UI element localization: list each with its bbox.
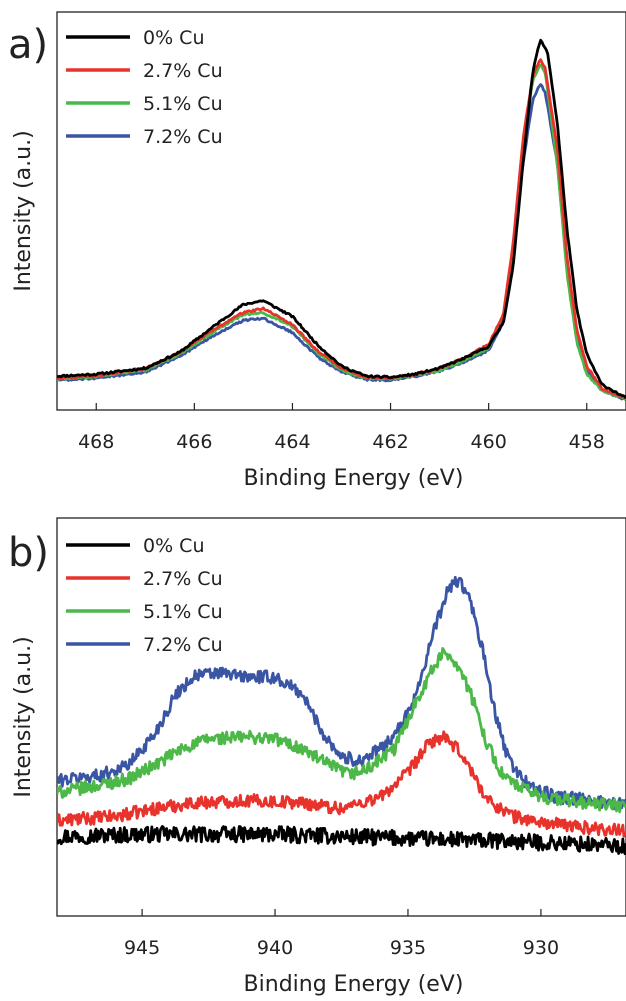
y-axis-label: Intensity (a.u.): [11, 130, 36, 291]
x-tick-label: 462: [372, 431, 408, 453]
plot-frame: [56, 517, 626, 917]
panel-label: a): [8, 22, 48, 68]
x-tick-label: 466: [176, 431, 212, 453]
x-tick-label: 945: [124, 937, 160, 959]
x-tick-label: 930: [523, 937, 559, 959]
x-tick-label: 464: [274, 431, 310, 453]
series-line-0-cu: [57, 825, 626, 856]
legend-entry: 0% Cu: [143, 535, 205, 557]
legend-entry: 5.1% Cu: [143, 93, 223, 115]
series-line-5-1-cu: [57, 63, 626, 402]
series-line-2-7-cu: [57, 730, 626, 838]
legend-entry: 7.2% Cu: [143, 126, 223, 148]
x-axis-label: Binding Energy (eV): [244, 466, 464, 491]
x-tick-label: 460: [471, 431, 507, 453]
legend-entry: 5.1% Cu: [143, 601, 223, 623]
legend-entry: 7.2% Cu: [143, 634, 223, 656]
x-axis-label: Binding Energy (eV): [244, 972, 464, 997]
x-tick-label: 940: [257, 937, 293, 959]
panel-b: 945 940 935 930 Binding Energy (eV) Intensity…: [8, 517, 626, 997]
y-axis-label: Intensity (a.u.): [11, 636, 36, 797]
plot-frame: [56, 11, 626, 411]
legend-entry: 0% Cu: [143, 27, 205, 49]
series-line-0-cu: [57, 38, 626, 400]
legend-entry: 2.7% Cu: [143, 60, 223, 82]
series-line-7-2-cu: [57, 83, 626, 401]
series-line-7-2-cu: [57, 575, 626, 811]
panel-label: b): [8, 530, 49, 576]
panel-a: 468 466 464 462 460 458 Binding Energy (eV) Int…: [8, 11, 626, 491]
legend-entry: 2.7% Cu: [143, 568, 223, 590]
x-tick-label: 458: [569, 431, 605, 453]
x-tick-label: 935: [390, 937, 426, 959]
x-tick-label: 468: [78, 431, 114, 453]
series-line-5-1-cu: [57, 646, 626, 814]
